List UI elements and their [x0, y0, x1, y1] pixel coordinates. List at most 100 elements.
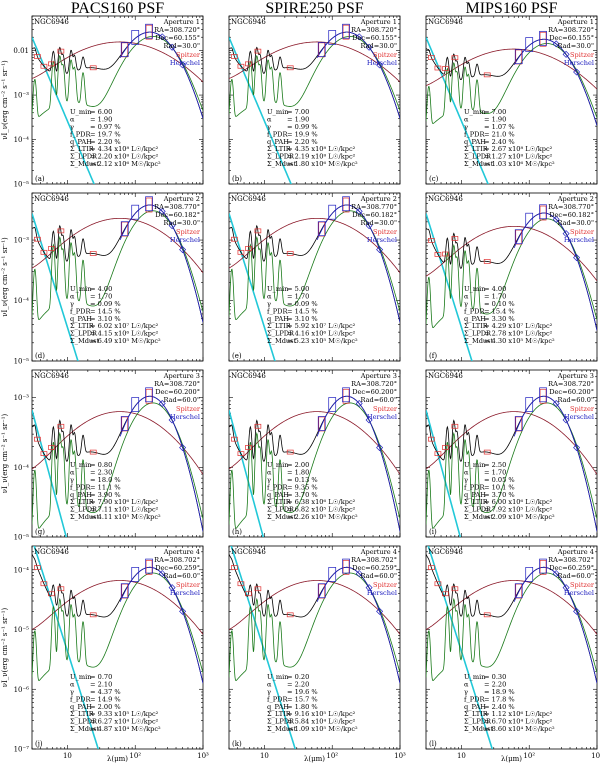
- spitzer-point: [34, 236, 41, 242]
- herschel-point: [131, 397, 140, 412]
- herschel-point: [168, 416, 176, 424]
- param-name: α: [464, 469, 469, 477]
- herschel-point: [514, 49, 523, 65]
- param-name: U_min: [267, 285, 289, 293]
- param-value: = 2.20: [287, 681, 309, 689]
- param-name: α: [464, 293, 469, 301]
- param-value: = 0.80: [90, 461, 112, 469]
- galaxy-name: NGC6946: [428, 548, 463, 556]
- spitzer-point: [245, 445, 252, 450]
- stellar-component-line: [33, 546, 100, 749]
- herschel-point: [168, 43, 176, 51]
- spitzer-point: [237, 451, 245, 457]
- rad-label: Rad=60.0": [360, 396, 397, 404]
- pdr-component-line: [32, 411, 203, 475]
- herschel-model-line: [316, 566, 400, 684]
- spitzer-point: [434, 252, 442, 257]
- pdr-component-line: [229, 41, 400, 83]
- param-value: = 4.29 x10⁷ L☉/kpc²: [484, 322, 553, 330]
- herschel-model-line: [513, 38, 597, 126]
- param-name: Σ_Mdust: [70, 160, 100, 168]
- param-name: Σ_LTIR: [267, 498, 292, 506]
- legend-spitzer: Spitzer: [176, 581, 201, 589]
- legend-spitzer: Spitzer: [570, 228, 595, 236]
- herschel-point: [328, 567, 337, 582]
- param-name: U_min: [267, 461, 289, 469]
- param-value: = 4.00: [90, 285, 112, 293]
- spitzer-point: [286, 65, 294, 71]
- herschel-point: [365, 584, 373, 592]
- legend-spitzer: Spitzer: [570, 405, 595, 413]
- param-name: Σ_LPDR: [464, 330, 492, 338]
- herschel-point: [145, 23, 153, 39]
- param-value: = 7.00: [287, 108, 309, 116]
- herschel-model-line: [316, 204, 400, 323]
- x-tick-label: 10²: [326, 752, 338, 760]
- dec-label: Dec=60.200°: [155, 388, 200, 396]
- herschel-point: [328, 397, 337, 412]
- spitzer-point: [286, 251, 294, 256]
- herschel-point: [168, 584, 176, 592]
- param-name: γ: [464, 476, 468, 484]
- param-name: f_PDR: [464, 307, 485, 315]
- spitzer-point: [231, 565, 238, 570]
- param-name: Σ_LPDR: [70, 330, 98, 338]
- spitzer-point: [442, 66, 449, 71]
- legend-herschel: Herschel: [367, 59, 397, 67]
- herschel-point: [158, 33, 166, 41]
- spitzer-point: [40, 249, 48, 255]
- dec-label: Dec=60.259°: [155, 564, 200, 572]
- galaxy-name: NGC6946: [34, 548, 69, 556]
- herschel-point: [179, 444, 187, 452]
- dec-label: Dec=60.182°: [155, 211, 200, 219]
- legend-herschel: Herschel: [564, 413, 594, 421]
- param-name: U_min: [70, 673, 92, 681]
- dec-label: Dec=60.155°: [155, 34, 200, 42]
- spitzer-point: [145, 388, 153, 404]
- param-name: f_PDR: [464, 483, 485, 491]
- param-value: = 0.99 %: [287, 123, 318, 131]
- param-name: q_PAH: [267, 703, 289, 711]
- param-name: Σ_LTIR: [267, 322, 292, 330]
- pdr-component-line: [426, 48, 597, 90]
- herschel-point: [179, 246, 187, 254]
- spitzer-point: [57, 48, 65, 54]
- param-name: Σ_LTIR: [464, 145, 489, 153]
- param-value: = 2.20 x10⁸ L☉/kpc²: [90, 153, 159, 161]
- panel-label: (g): [35, 528, 45, 536]
- x-axis-label: λ(μm): [304, 755, 325, 763]
- herschel-point: [365, 416, 373, 424]
- spitzer-point: [539, 388, 547, 404]
- legend-spitzer: Spitzer: [373, 405, 398, 413]
- param-name: Σ_Mdust: [267, 160, 297, 168]
- herschel-point: [342, 558, 350, 574]
- y-tick-label: 10⁻⁵: [14, 358, 30, 366]
- y-tick-label: 10⁻⁵: [14, 181, 30, 189]
- ra-label: RA=308.702°: [154, 556, 200, 564]
- param-value: = 4.87 x10⁴ M☉/kpc²: [90, 725, 161, 733]
- param-name: Σ_Mdust: [464, 513, 494, 521]
- spitzer-point: [442, 445, 449, 450]
- param-name: Σ_LPDR: [70, 506, 98, 514]
- sed-panel: 10 10² 10³ NGC6946 Aperture 4RA=308.702°Dec=…: [228, 545, 406, 760]
- param-name: α: [70, 469, 75, 477]
- param-value: = 1.09 x10⁵ M☉/kpc²: [287, 725, 358, 733]
- spitzer-point: [451, 55, 459, 61]
- param-value: = 2.10: [90, 681, 112, 689]
- param-value: = 7.11 x10⁵ L☉/kpc²: [90, 506, 159, 514]
- plot-frame: [31, 15, 204, 185]
- param-value: = 4.34 x10⁸ L☉/kpc²: [90, 145, 159, 153]
- param-value: = 6.70 x10⁴ L☉/kpc²: [484, 718, 553, 726]
- herschel-model-line: [513, 566, 597, 684]
- param-name: α: [464, 681, 469, 689]
- spitzer-point: [318, 416, 326, 432]
- param-name: U_min: [464, 108, 486, 116]
- param-value: = 3.30 %: [484, 315, 515, 323]
- param-name: Σ_LPDR: [267, 153, 295, 161]
- legend-spitzer: Spitzer: [373, 51, 398, 59]
- galaxy-name: NGC6946: [428, 18, 463, 26]
- y-axis-label: νI_ν(erg cm⁻² s⁻¹ sr⁻¹): [1, 607, 9, 687]
- sed-panel: NGC6946 Aperture 3RA=308.720°Dec=60.200°R…: [228, 369, 401, 538]
- param-value: = 4.16 x10⁶ L☉/kpc²: [287, 330, 356, 338]
- dec-label: Dec=60.182°: [549, 211, 594, 219]
